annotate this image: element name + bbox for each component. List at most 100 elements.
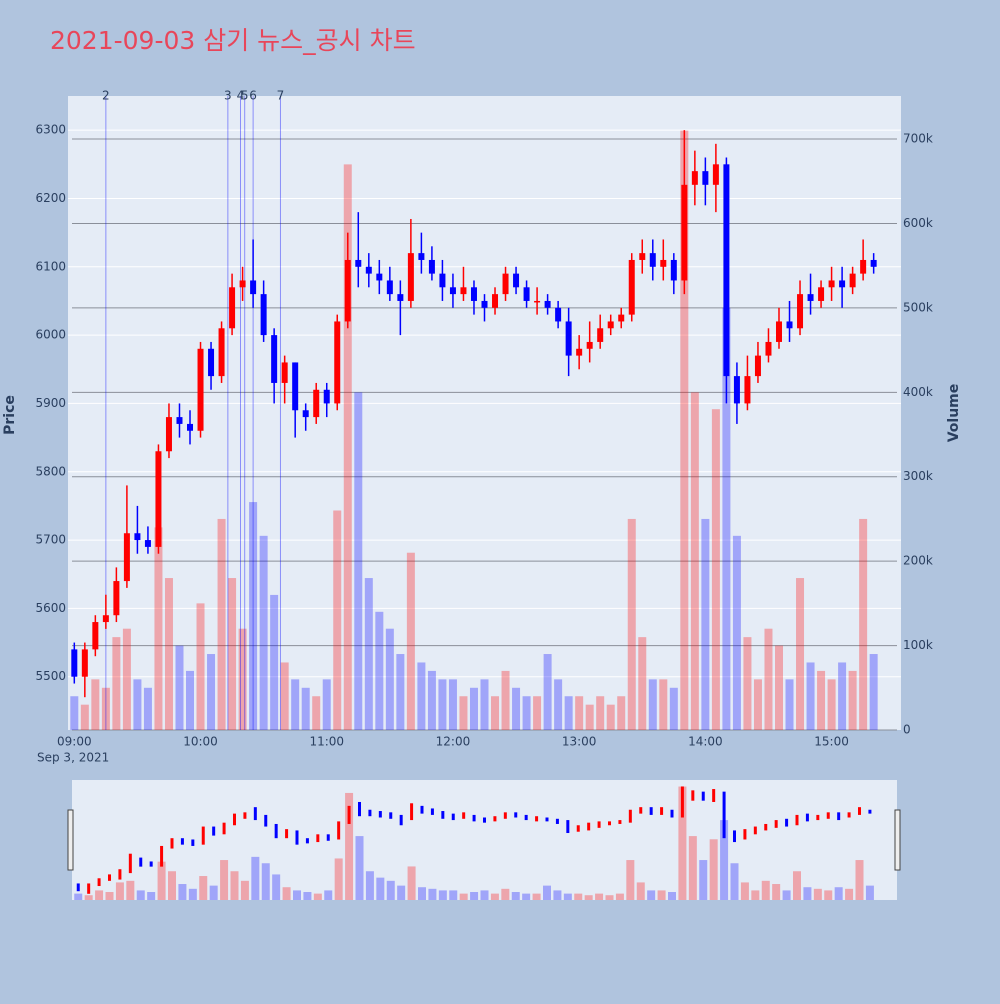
candle-body	[849, 273, 856, 288]
volume-bar	[375, 611, 384, 730]
y-tick-label: 5500	[35, 669, 66, 683]
volume-bar	[228, 578, 237, 730]
candle-body	[555, 307, 562, 322]
x-tick-label: 09:00	[57, 735, 92, 749]
candle-body	[187, 423, 194, 431]
slider-volume-bar	[376, 877, 385, 900]
candle-body	[92, 622, 99, 650]
x-tick-label: 12:00	[436, 735, 471, 749]
candle-body	[870, 259, 877, 267]
slider-volume-bar	[626, 860, 635, 900]
y-tick-label: 6100	[35, 259, 66, 273]
slider-volume-bar	[605, 895, 614, 900]
slider-volume-bar	[251, 856, 260, 900]
slider-volume-bar	[115, 882, 124, 900]
slider-volume-bar	[272, 874, 281, 900]
volume-bar	[175, 645, 184, 730]
slider-volume-bar	[543, 885, 551, 900]
volume-bar	[301, 687, 310, 730]
volume-bar	[364, 578, 373, 730]
slider-volume-bar	[699, 860, 708, 900]
volume-bar	[491, 696, 500, 730]
slider-volume-bar	[720, 820, 729, 900]
annotation-label: 2	[102, 89, 110, 103]
slider-volume-bar	[803, 887, 812, 900]
volume-bar	[143, 687, 152, 730]
candle-body	[576, 348, 583, 356]
candle-body	[313, 389, 320, 418]
slider-volume-bar	[668, 892, 676, 900]
annotation-label: 4	[237, 89, 245, 103]
slider-volume-bar	[761, 880, 770, 900]
candle-body	[460, 287, 467, 295]
slider-volume-bar	[449, 890, 458, 900]
x-date-label: Sep 3, 2021	[37, 751, 109, 765]
candle-body	[407, 253, 414, 301]
candle-body	[144, 540, 151, 547]
slider-volume-bar	[178, 884, 187, 900]
candle-body	[292, 362, 299, 411]
slider-volume-bar	[105, 892, 114, 900]
slider-volume-bar	[355, 836, 364, 900]
x-tick-label: 11:00	[309, 735, 344, 749]
volume-bar	[701, 518, 710, 730]
candle-body	[754, 355, 761, 377]
candle-body	[271, 335, 278, 383]
annotation-label: 3	[224, 89, 232, 103]
candle-body	[502, 273, 509, 295]
candle-body	[229, 287, 236, 329]
slider-volume-bar	[126, 880, 135, 900]
slider-volume-bar	[834, 887, 843, 900]
slider-volume-bar	[730, 863, 739, 900]
slider-volume-bar	[345, 792, 354, 900]
candle-body	[818, 287, 825, 301]
slider-volume-bar	[490, 893, 499, 900]
candle-body	[334, 321, 341, 404]
volume-bar	[627, 518, 636, 730]
slider-volume-bar	[574, 893, 583, 900]
slider-volume-bar	[855, 860, 864, 900]
candle-body	[208, 348, 215, 377]
volume-bar	[133, 679, 142, 730]
chart-title: 2021-09-03 삼기 뉴스_공시 차트	[50, 26, 416, 55]
slider-volume-bar	[459, 893, 468, 900]
y2-axis-title: Volume	[946, 384, 962, 443]
slider-volume-bar	[438, 890, 447, 900]
candle-body	[797, 294, 804, 329]
volume-bar	[796, 578, 805, 730]
volume-bar	[859, 518, 868, 730]
y-tick-label: 6300	[35, 123, 66, 137]
slider-volume-bar	[511, 892, 520, 900]
candle-body	[123, 533, 130, 582]
slider-volume-bar	[386, 880, 395, 900]
slider-volume-bar	[397, 885, 406, 900]
volume-bar	[659, 679, 668, 730]
slider-volume-bar	[147, 892, 156, 900]
candle-body	[807, 294, 814, 301]
volume-bar	[448, 679, 457, 730]
plot-area	[68, 96, 901, 730]
slider-volume-bar	[84, 895, 93, 900]
candle-body	[71, 649, 78, 677]
candle-body	[439, 273, 446, 288]
candle-body	[397, 294, 404, 301]
x-tick-label: 14:00	[688, 735, 723, 749]
candle-body	[155, 451, 162, 547]
annotation-label: 5	[241, 89, 249, 103]
y2-tick-label: 400k	[903, 385, 933, 399]
candle-body	[197, 348, 204, 431]
slider-handle[interactable]	[894, 809, 901, 871]
slider-volume-bar	[845, 888, 854, 900]
volume-bar	[154, 527, 163, 730]
candle-body	[702, 171, 709, 185]
slider-handle[interactable]	[67, 809, 74, 871]
volume-bar	[91, 679, 100, 730]
slider-volume-bar	[261, 863, 270, 900]
range-slider[interactable]	[72, 780, 897, 900]
y-axis-title: Price	[2, 395, 18, 435]
volume-bar	[596, 696, 605, 730]
candle-body	[449, 287, 456, 295]
volume-bar	[764, 628, 773, 730]
slider-volume-bar	[428, 888, 437, 900]
volume-bar	[354, 392, 363, 730]
